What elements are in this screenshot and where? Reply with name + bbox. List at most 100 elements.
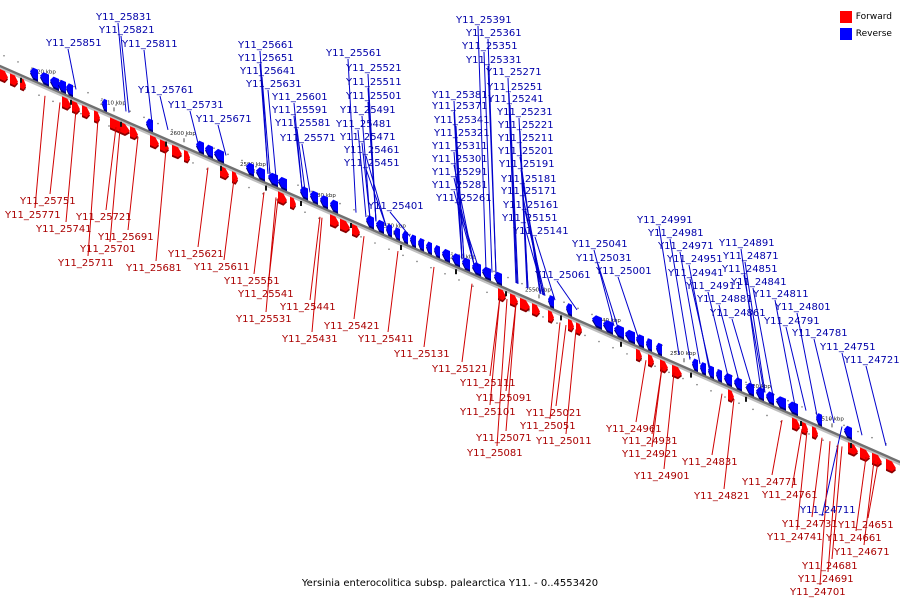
tick-dot [38, 94, 40, 96]
tick-dot [563, 301, 565, 303]
marker [850, 443, 852, 448]
gene-label: Y11_25291 [431, 167, 488, 178]
reverse-gene [426, 241, 432, 254]
gene-label: Y11_25461 [343, 145, 400, 156]
forward-gene [532, 303, 540, 316]
leader-line [827, 444, 839, 573]
leader-line [508, 92, 518, 284]
tick-dot [297, 184, 299, 186]
reverse-gene [278, 176, 287, 190]
forward-gene [672, 364, 682, 378]
leader-line [293, 115, 303, 189]
tick-dot [822, 439, 824, 441]
reverse-gene [716, 369, 722, 381]
marker [505, 291, 507, 297]
leader-line [813, 338, 835, 424]
tick-dot [612, 346, 614, 349]
gene-label: Y11_25201 [497, 146, 554, 157]
leader-line [523, 223, 545, 296]
gene-label: Y11_25511 [345, 77, 402, 88]
reverse-gene [482, 266, 491, 279]
leader-line [361, 142, 371, 219]
marker [400, 245, 402, 250]
forward-gene [160, 139, 169, 152]
reverse-gene [386, 223, 392, 236]
leader-line [143, 49, 153, 123]
leader-line [785, 326, 807, 411]
leader-line [120, 35, 130, 113]
leader-line [311, 217, 323, 333]
reverse-gene [614, 324, 624, 338]
forward-gene [510, 293, 518, 306]
tick-dot [157, 122, 159, 125]
gene-label: Y11_24711 [799, 505, 856, 516]
gene-label: Y11_25481 [335, 119, 392, 130]
reverse-gene [603, 320, 613, 333]
forward-swatch [839, 10, 852, 23]
gene-label: Y11_25071 [475, 433, 532, 444]
tick-dot [17, 61, 19, 63]
tick-dot [444, 273, 446, 275]
gene-label: Y11_25611 [193, 262, 250, 273]
gene-label: Y11_25211 [497, 133, 554, 144]
forward-gene [548, 310, 554, 322]
gene-label: Y11_25271 [485, 67, 542, 78]
gene-label: Y11_25691 [97, 232, 154, 243]
tick-dot [416, 260, 418, 263]
gene-label: Y11_25101 [459, 407, 516, 418]
leader-line [159, 95, 169, 131]
gene-label: Y11_25401 [367, 201, 424, 212]
reverse-gene [330, 199, 338, 212]
reverse-gene [394, 227, 400, 239]
tick-dot [682, 377, 684, 380]
reverse-gene [700, 362, 706, 374]
leader-line [105, 126, 117, 211]
tick-dot [598, 340, 600, 343]
forward-gene [172, 144, 182, 158]
forward-gene [330, 214, 339, 227]
gene-label: Y11_25241 [487, 94, 544, 105]
gene-label: Y11_25081 [466, 448, 523, 459]
tick-label: 2600 kbp [170, 131, 196, 137]
gene-label: Y11_25221 [497, 120, 554, 131]
marker [745, 396, 747, 402]
leader-line [267, 89, 277, 178]
tick-dot [738, 402, 740, 404]
tick-label: 2550 kbp [525, 287, 551, 293]
tick-dot [80, 112, 82, 115]
gene-label: Y11_24991 [636, 215, 693, 226]
leader-line [658, 225, 680, 355]
gene-label: Y11_24851 [721, 264, 778, 275]
leader-line [357, 129, 367, 218]
forward-gene [648, 354, 654, 366]
marker [690, 372, 692, 378]
tick-dot [129, 110, 131, 112]
gene-label: Y11_25011 [535, 436, 592, 447]
leader-line [841, 352, 863, 436]
tick-dot [745, 381, 747, 384]
tick-dot [59, 79, 61, 82]
gene-label: Y11_24961 [605, 424, 662, 435]
marker [560, 315, 562, 321]
leader-line [771, 419, 783, 476]
reverse-gene [692, 358, 698, 371]
tick-dot [451, 252, 453, 254]
tick-dot [493, 270, 495, 273]
leader-line [617, 276, 639, 337]
leader-line [711, 393, 723, 456]
tick-dot [311, 190, 313, 193]
gene-label: Y11_24831 [681, 457, 738, 468]
gene-label: Y11_25351 [461, 41, 518, 52]
leader-line [718, 304, 740, 382]
tick-dot [556, 322, 558, 324]
leader-line [867, 462, 879, 519]
leader-line [367, 101, 377, 222]
forward-gene [568, 318, 574, 331]
reverse-gene [788, 401, 798, 415]
leader-line [505, 303, 517, 432]
leader-line [496, 299, 508, 447]
leader-line [505, 302, 517, 392]
leader-line [189, 110, 199, 144]
leader-line [461, 283, 473, 363]
